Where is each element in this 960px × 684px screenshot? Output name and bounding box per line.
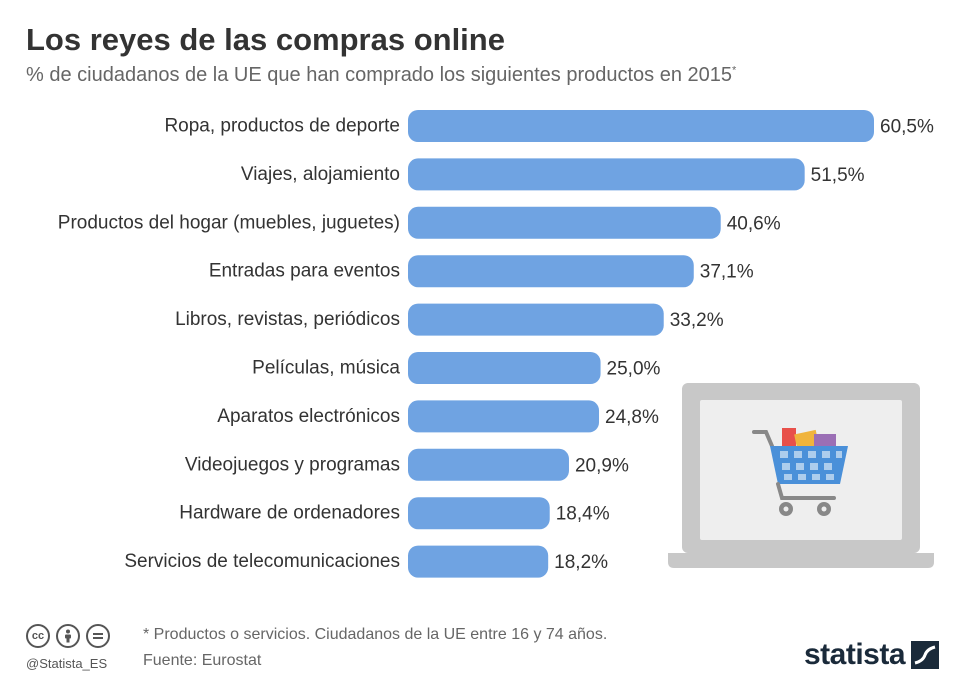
category-label: Videojuegos y programas xyxy=(185,454,400,475)
no-derivatives-icon xyxy=(86,624,110,648)
category-label: Viajes, alojamiento xyxy=(241,164,400,185)
value-label: 40,6% xyxy=(727,213,781,234)
laptop-base xyxy=(668,553,934,568)
value-label: 51,5% xyxy=(811,165,865,186)
bar xyxy=(408,352,601,384)
value-label: 20,9% xyxy=(575,455,629,476)
subtitle-text: % de ciudadanos de la UE que han comprad… xyxy=(26,64,733,86)
subtitle-footnote-mark: * xyxy=(732,64,737,77)
bar xyxy=(408,448,569,481)
chart-title: Los reyes de las compras online xyxy=(26,22,505,57)
bar xyxy=(408,158,805,191)
cart-wheel-right-hub xyxy=(821,506,827,512)
bar xyxy=(408,303,664,336)
brand-name: statista xyxy=(804,638,906,671)
bar xyxy=(408,255,694,288)
value-label: 18,4% xyxy=(556,504,610,525)
statista-mark-icon xyxy=(911,641,940,669)
bar xyxy=(408,110,874,142)
value-label: 37,1% xyxy=(700,262,754,283)
value-label: 25,0% xyxy=(607,359,661,380)
attribution-icon xyxy=(56,624,80,648)
category-label: Películas, música xyxy=(252,358,400,379)
bar xyxy=(408,497,550,530)
value-label: 60,5% xyxy=(880,117,934,138)
footnote: * Productos o servicios. Ciudadanos de l… xyxy=(143,626,608,643)
laptop-shopping-cart-icon xyxy=(668,383,934,568)
cart-wheel-left-hub xyxy=(783,506,789,512)
category-label: Ropa, productos de deporte xyxy=(164,116,400,137)
category-label: Entradas para eventos xyxy=(209,261,400,282)
bar xyxy=(408,400,600,433)
category-label: Hardware de ordenadores xyxy=(179,503,400,524)
category-label: Productos del hogar (muebles, juguetes) xyxy=(58,212,400,233)
bars-layer: Ropa, productos de deporte 60,5% Viajes, a… xyxy=(58,110,934,578)
bar-chart: Ropa, productos de deporte 60,5% Viajes, a… xyxy=(58,110,934,578)
category-label: Servicios de telecomunicaciones xyxy=(124,551,400,572)
category-label: Aparatos electrónicos xyxy=(217,406,400,427)
twitter-handle: @Statista_ES xyxy=(26,656,108,671)
creative-commons-icon: cc xyxy=(26,624,50,648)
source-note: Fuente: Eurostat xyxy=(143,652,262,669)
value-label: 33,2% xyxy=(670,310,724,331)
value-label: 24,8% xyxy=(605,407,659,428)
chart-subtitle: % de ciudadanos de la UE que han comprad… xyxy=(26,64,736,87)
cart-handle xyxy=(752,430,774,448)
bar xyxy=(408,206,721,239)
license-icons: cc xyxy=(26,624,110,648)
bar xyxy=(408,545,549,578)
cart-chassis xyxy=(776,482,836,500)
statista-logo: statista xyxy=(804,638,940,672)
value-label: 18,2% xyxy=(554,552,608,573)
cart-grid xyxy=(780,451,842,480)
category-label: Libros, revistas, periódicos xyxy=(175,309,400,330)
